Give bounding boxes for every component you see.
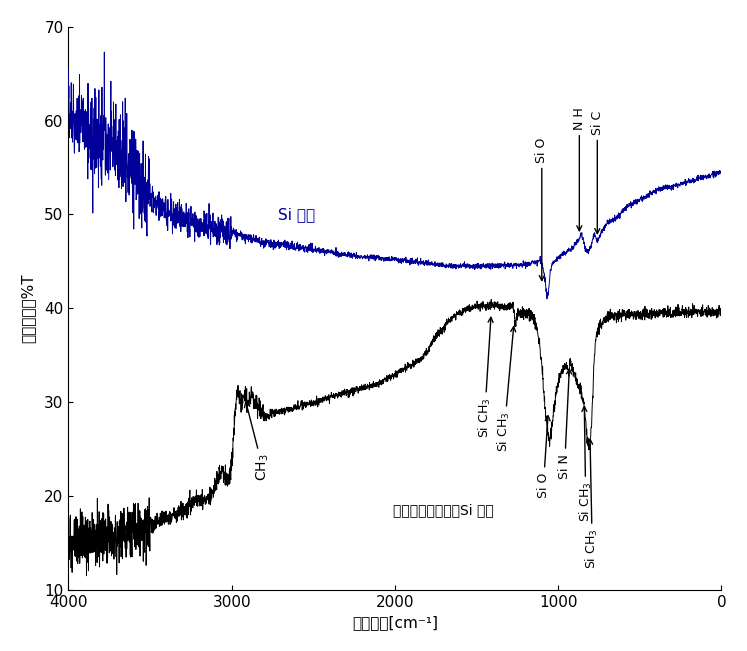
Text: Si O: Si O	[537, 416, 551, 498]
Y-axis label: 透過率　　%T: 透過率 %T	[21, 273, 36, 343]
Text: プラズマ重合膜／Si 基板: プラズマ重合膜／Si 基板	[394, 503, 495, 517]
Text: Si 基板: Si 基板	[279, 207, 315, 222]
Text: Si O: Si O	[536, 137, 548, 281]
Text: Si N: Si N	[558, 369, 571, 478]
Text: Si CH$_3$: Si CH$_3$	[496, 327, 515, 452]
Text: Si CH$_3$: Si CH$_3$	[584, 439, 601, 569]
Text: Si CH$_3$: Si CH$_3$	[477, 317, 493, 438]
X-axis label: 波数　　[cm⁻¹]: 波数 [cm⁻¹]	[352, 615, 438, 630]
Text: Si CH$_3$: Si CH$_3$	[577, 406, 594, 522]
Text: Si C: Si C	[591, 111, 604, 234]
Text: N H: N H	[573, 107, 586, 231]
Text: CH$_3$: CH$_3$	[244, 402, 271, 481]
